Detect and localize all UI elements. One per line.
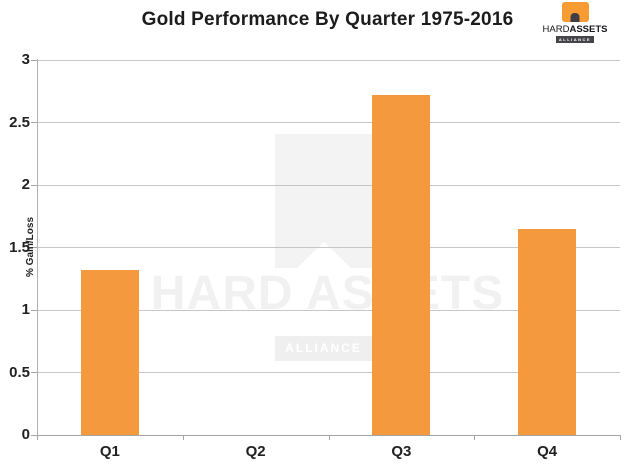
- x-tick-mark: [474, 435, 476, 440]
- logo-word-hard: HARD: [542, 24, 570, 35]
- hardassets-logo: HARDASSETS ALLIANCE: [535, 2, 615, 43]
- bar-q1: [80, 270, 139, 435]
- x-tick-label: Q1: [99, 443, 120, 460]
- x-tick-mark: [182, 435, 184, 440]
- watermark-brand-text: HARD ASSETS: [150, 267, 505, 320]
- y-tick-mark: [31, 122, 37, 123]
- y-axis-line: [37, 59, 38, 436]
- gridline: [37, 247, 620, 248]
- y-tick-mark: [31, 184, 37, 186]
- logo-alliance-badge: ALLIANCE: [555, 36, 595, 43]
- x-tick-label: Q4: [537, 443, 558, 460]
- logo-arch-notch-icon: [570, 13, 580, 22]
- y-tick-mark: [31, 247, 37, 248]
- gridline: [37, 59, 620, 61]
- x-tick-mark: [328, 435, 330, 440]
- y-tick-mark: [31, 59, 37, 61]
- watermark-alliance-text: ALLIANCE: [275, 336, 372, 361]
- y-tick-label: 0.5: [9, 363, 30, 381]
- hardassets-logo-icon: [561, 2, 589, 22]
- y-tick-mark: [31, 309, 37, 311]
- logo-word-assets: ASSETS: [569, 24, 608, 35]
- bar-q3: [372, 95, 431, 435]
- x-tick-mark: [620, 435, 621, 440]
- y-tick-label: 1: [21, 301, 30, 318]
- y-tick-label: 1.5: [9, 238, 30, 256]
- bar-q4: [518, 228, 577, 435]
- y-tick-label: 0: [21, 426, 30, 443]
- watermark-logo-icon: [275, 134, 372, 268]
- gridline: [37, 372, 620, 373]
- y-tick-label: 2.5: [9, 113, 30, 131]
- logo-wordmark: HARDASSETS: [543, 24, 608, 35]
- x-tick-mark: [37, 435, 38, 440]
- y-tick-mark: [31, 434, 37, 436]
- gridline: [37, 184, 620, 186]
- chart-title: Gold Performance By Quarter 1975-2016: [141, 9, 514, 30]
- x-tick-label: Q2: [245, 443, 266, 460]
- gridline: [37, 309, 620, 311]
- y-tick-mark: [31, 372, 37, 373]
- watermark-arch-notch-icon: [296, 242, 351, 268]
- x-tick-label: Q3: [391, 443, 412, 460]
- gridline: [37, 122, 620, 123]
- y-tick-label: 2: [21, 176, 30, 193]
- y-tick-label: 3: [21, 51, 30, 68]
